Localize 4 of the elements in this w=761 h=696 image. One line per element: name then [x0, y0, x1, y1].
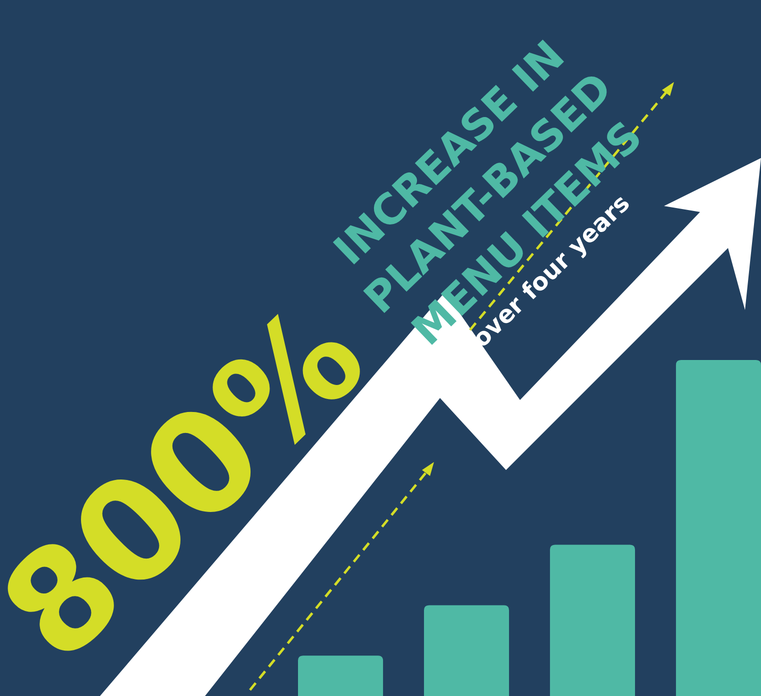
bar: [424, 605, 510, 696]
bar: [298, 656, 384, 696]
bar: [676, 360, 761, 696]
bar: [550, 544, 636, 696]
